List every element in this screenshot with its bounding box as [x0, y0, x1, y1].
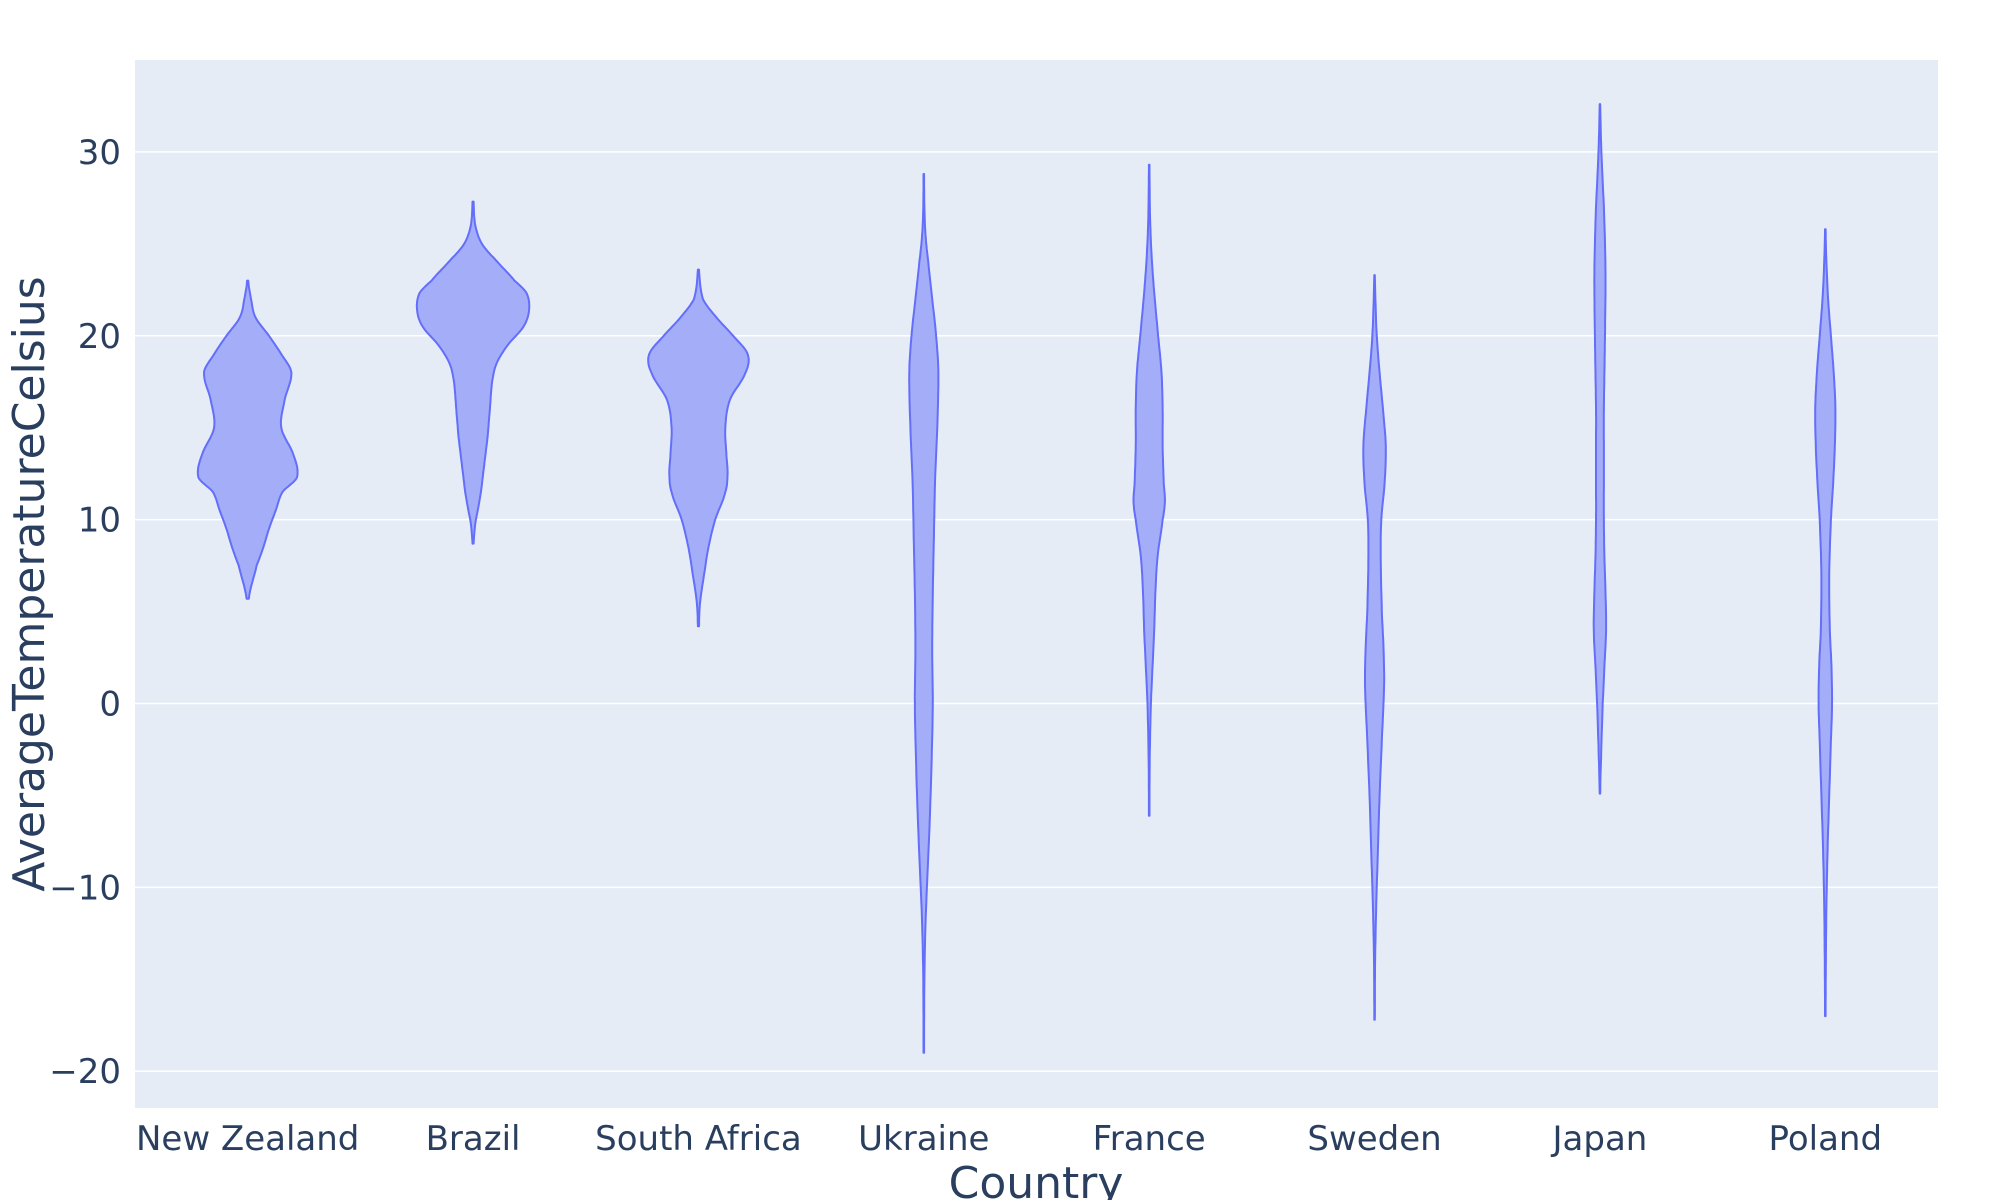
y-axis-title: AverageTemperatureCelsius: [4, 276, 55, 891]
x-tick-label: Brazil: [426, 1119, 521, 1159]
violin-south-africa[interactable]: [647, 268, 750, 628]
violin-ukraine[interactable]: [908, 173, 940, 1054]
violin-france[interactable]: [1132, 163, 1166, 817]
y-axis-ticks: 30 20 10 0 −10 −20: [49, 133, 121, 1092]
violin-sweden[interactable]: [1362, 274, 1387, 1021]
x-tick-label: South Africa: [595, 1119, 802, 1159]
x-tick-label: Japan: [1551, 1119, 1648, 1159]
x-tick-label: France: [1093, 1119, 1206, 1159]
y-tick-label: 30: [78, 133, 121, 173]
x-tick-label: Ukraine: [858, 1119, 989, 1159]
y-tick-label: 0: [99, 685, 121, 725]
plot-area: [135, 60, 1938, 1108]
violin-brazil[interactable]: [415, 200, 531, 545]
y-tick-label: 10: [78, 501, 121, 541]
x-axis-ticks: New Zealand Brazil South Africa Ukraine Fran…: [136, 1119, 1882, 1159]
y-tick-label: 20: [78, 317, 121, 357]
x-tick-label: Poland: [1769, 1119, 1883, 1159]
violin-new-zealand[interactable]: [196, 279, 299, 600]
violin-poland[interactable]: [1814, 228, 1837, 1018]
violins: [196, 103, 1837, 1054]
x-tick-label: New Zealand: [136, 1119, 359, 1159]
violin-japan[interactable]: [1592, 103, 1608, 795]
x-tick-label: Sweden: [1307, 1119, 1441, 1159]
x-axis-title: Country: [949, 1158, 1124, 1200]
y-tick-label: −10: [49, 868, 121, 908]
y-tick-label: −20: [49, 1052, 121, 1092]
